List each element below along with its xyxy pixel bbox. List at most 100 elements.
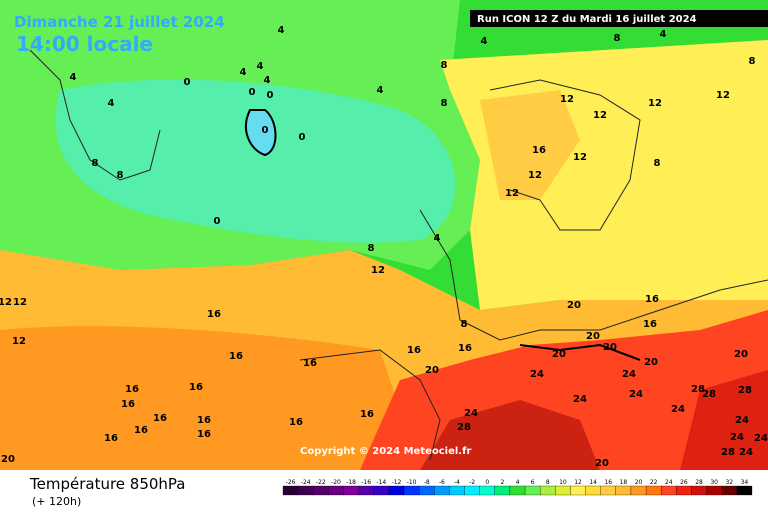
contour-label: 24: [622, 369, 636, 380]
contour-label: 12: [12, 336, 26, 347]
contour-label: 8: [654, 158, 661, 169]
run: Run ICON 12 Z du Mardi 16 juillet 2024: [477, 14, 697, 25]
contour-label: 8: [441, 60, 448, 71]
scale-tick-label: -16: [361, 479, 371, 486]
contour-label: 20: [734, 349, 748, 360]
scale-swatch: [297, 485, 314, 496]
contour-label: 16: [104, 433, 118, 444]
contour-label: 16: [289, 417, 303, 428]
contour-label: 16: [197, 429, 211, 440]
scale-tick-label: -22: [316, 479, 326, 486]
scale-tick-label: 34: [741, 479, 749, 486]
contour-label: 0: [299, 132, 306, 143]
contour-label: 28: [738, 385, 752, 396]
scale-tick-label: -24: [301, 479, 311, 486]
contour-label: 0: [214, 216, 221, 227]
date: Dimanche 21 juillet 2024: [14, 13, 225, 31]
scale-tick-label: 28: [695, 479, 703, 486]
contour-label: 24: [573, 394, 587, 405]
scale-tick-label: 4: [516, 479, 520, 486]
contour-label: 8: [441, 98, 448, 109]
contour-label: 24: [735, 415, 749, 426]
contour-label: 20: [1, 454, 15, 465]
contour-label: 16: [153, 413, 167, 424]
contour-label: 16: [532, 145, 546, 156]
scale-swatch: [479, 485, 495, 496]
contour-label: 0: [184, 77, 191, 88]
contour-label: 16: [458, 343, 472, 354]
contour-label: 4: [660, 29, 667, 40]
contour-label: 16: [360, 409, 374, 420]
contour-label: 24: [464, 408, 478, 419]
field-yellow: [440, 40, 768, 330]
scale-swatch: [434, 485, 450, 496]
copyright: Copyright © 2024 Meteociel.fr: [300, 446, 471, 457]
scale-swatch: [706, 485, 722, 496]
contour-label: 24: [730, 432, 744, 443]
scale-swatch: [358, 485, 374, 496]
scale-tick-label: 14: [589, 479, 597, 486]
contour-label: 20: [595, 458, 609, 469]
scale-tick-label: -10: [407, 479, 417, 486]
contour-label: 0: [249, 87, 256, 98]
scale-tick-label: 32: [725, 479, 733, 486]
contour-label: 16: [303, 358, 317, 369]
contour-label: 24: [739, 447, 753, 458]
contour-label: 20: [603, 342, 617, 353]
scale-tick-label: -4: [454, 479, 460, 486]
contour-label: 12: [371, 265, 385, 276]
scale-tick-label: 8: [546, 479, 550, 486]
contour-label: 24: [530, 369, 544, 380]
field-dark-red-east: [680, 370, 768, 470]
scale-swatch: [388, 485, 405, 496]
contour-label: 12: [573, 152, 587, 163]
scale-swatch: [464, 485, 480, 496]
contour-label: 28: [702, 389, 716, 400]
scale-tick-label: -18: [346, 479, 356, 486]
scale-swatch: [282, 485, 299, 496]
contour-label: 0: [267, 90, 274, 101]
contour-label: 4: [434, 233, 441, 244]
scale-tick-label: -6: [439, 479, 445, 486]
contour-label: 16: [125, 384, 139, 395]
contour-label: 16: [189, 382, 203, 393]
contour-label: 12: [560, 94, 574, 105]
contour-label: 24: [629, 389, 643, 400]
contour-label: 28: [691, 384, 705, 395]
scale-swatch: [449, 485, 465, 496]
lead-time: (+ 120h): [32, 495, 81, 508]
contour-label: 20: [425, 365, 439, 376]
contour-label: 4: [481, 36, 488, 47]
contour-label: 12: [593, 110, 607, 121]
scale-tick-label: 30: [710, 479, 718, 486]
scale-swatch: [691, 485, 707, 496]
contour-20: [519, 343, 641, 361]
scale-swatch: [600, 485, 616, 496]
contour-label: 24: [754, 433, 768, 444]
scale-tick-label: -2: [469, 479, 475, 486]
contour-label: 28: [457, 422, 471, 433]
contour-label: 8: [614, 33, 621, 44]
scale-swatch: [570, 485, 586, 496]
contour-label: 12: [0, 297, 12, 308]
scale-swatch: [373, 485, 390, 496]
contour-label: 16: [121, 399, 135, 410]
scale-swatch: [555, 485, 571, 496]
scale-tick-label: -20: [331, 479, 341, 486]
contour-label: 16: [645, 294, 659, 305]
scale-swatch: [736, 485, 753, 496]
scale-tick-label: 20: [635, 479, 643, 486]
scale-swatch: [661, 485, 677, 496]
contour-label: 16: [134, 425, 148, 436]
scale-tick-label: 10: [559, 479, 567, 486]
scale-swatch: [615, 485, 632, 496]
scale-tick-label: 6: [531, 479, 535, 486]
scale-tick-label: 0: [485, 479, 489, 486]
contour-label: 12: [505, 188, 519, 199]
contour-label: 16: [207, 309, 221, 320]
contour-label: 8: [92, 158, 99, 169]
contour-label: 8: [461, 319, 468, 330]
coastline: [489, 79, 641, 231]
